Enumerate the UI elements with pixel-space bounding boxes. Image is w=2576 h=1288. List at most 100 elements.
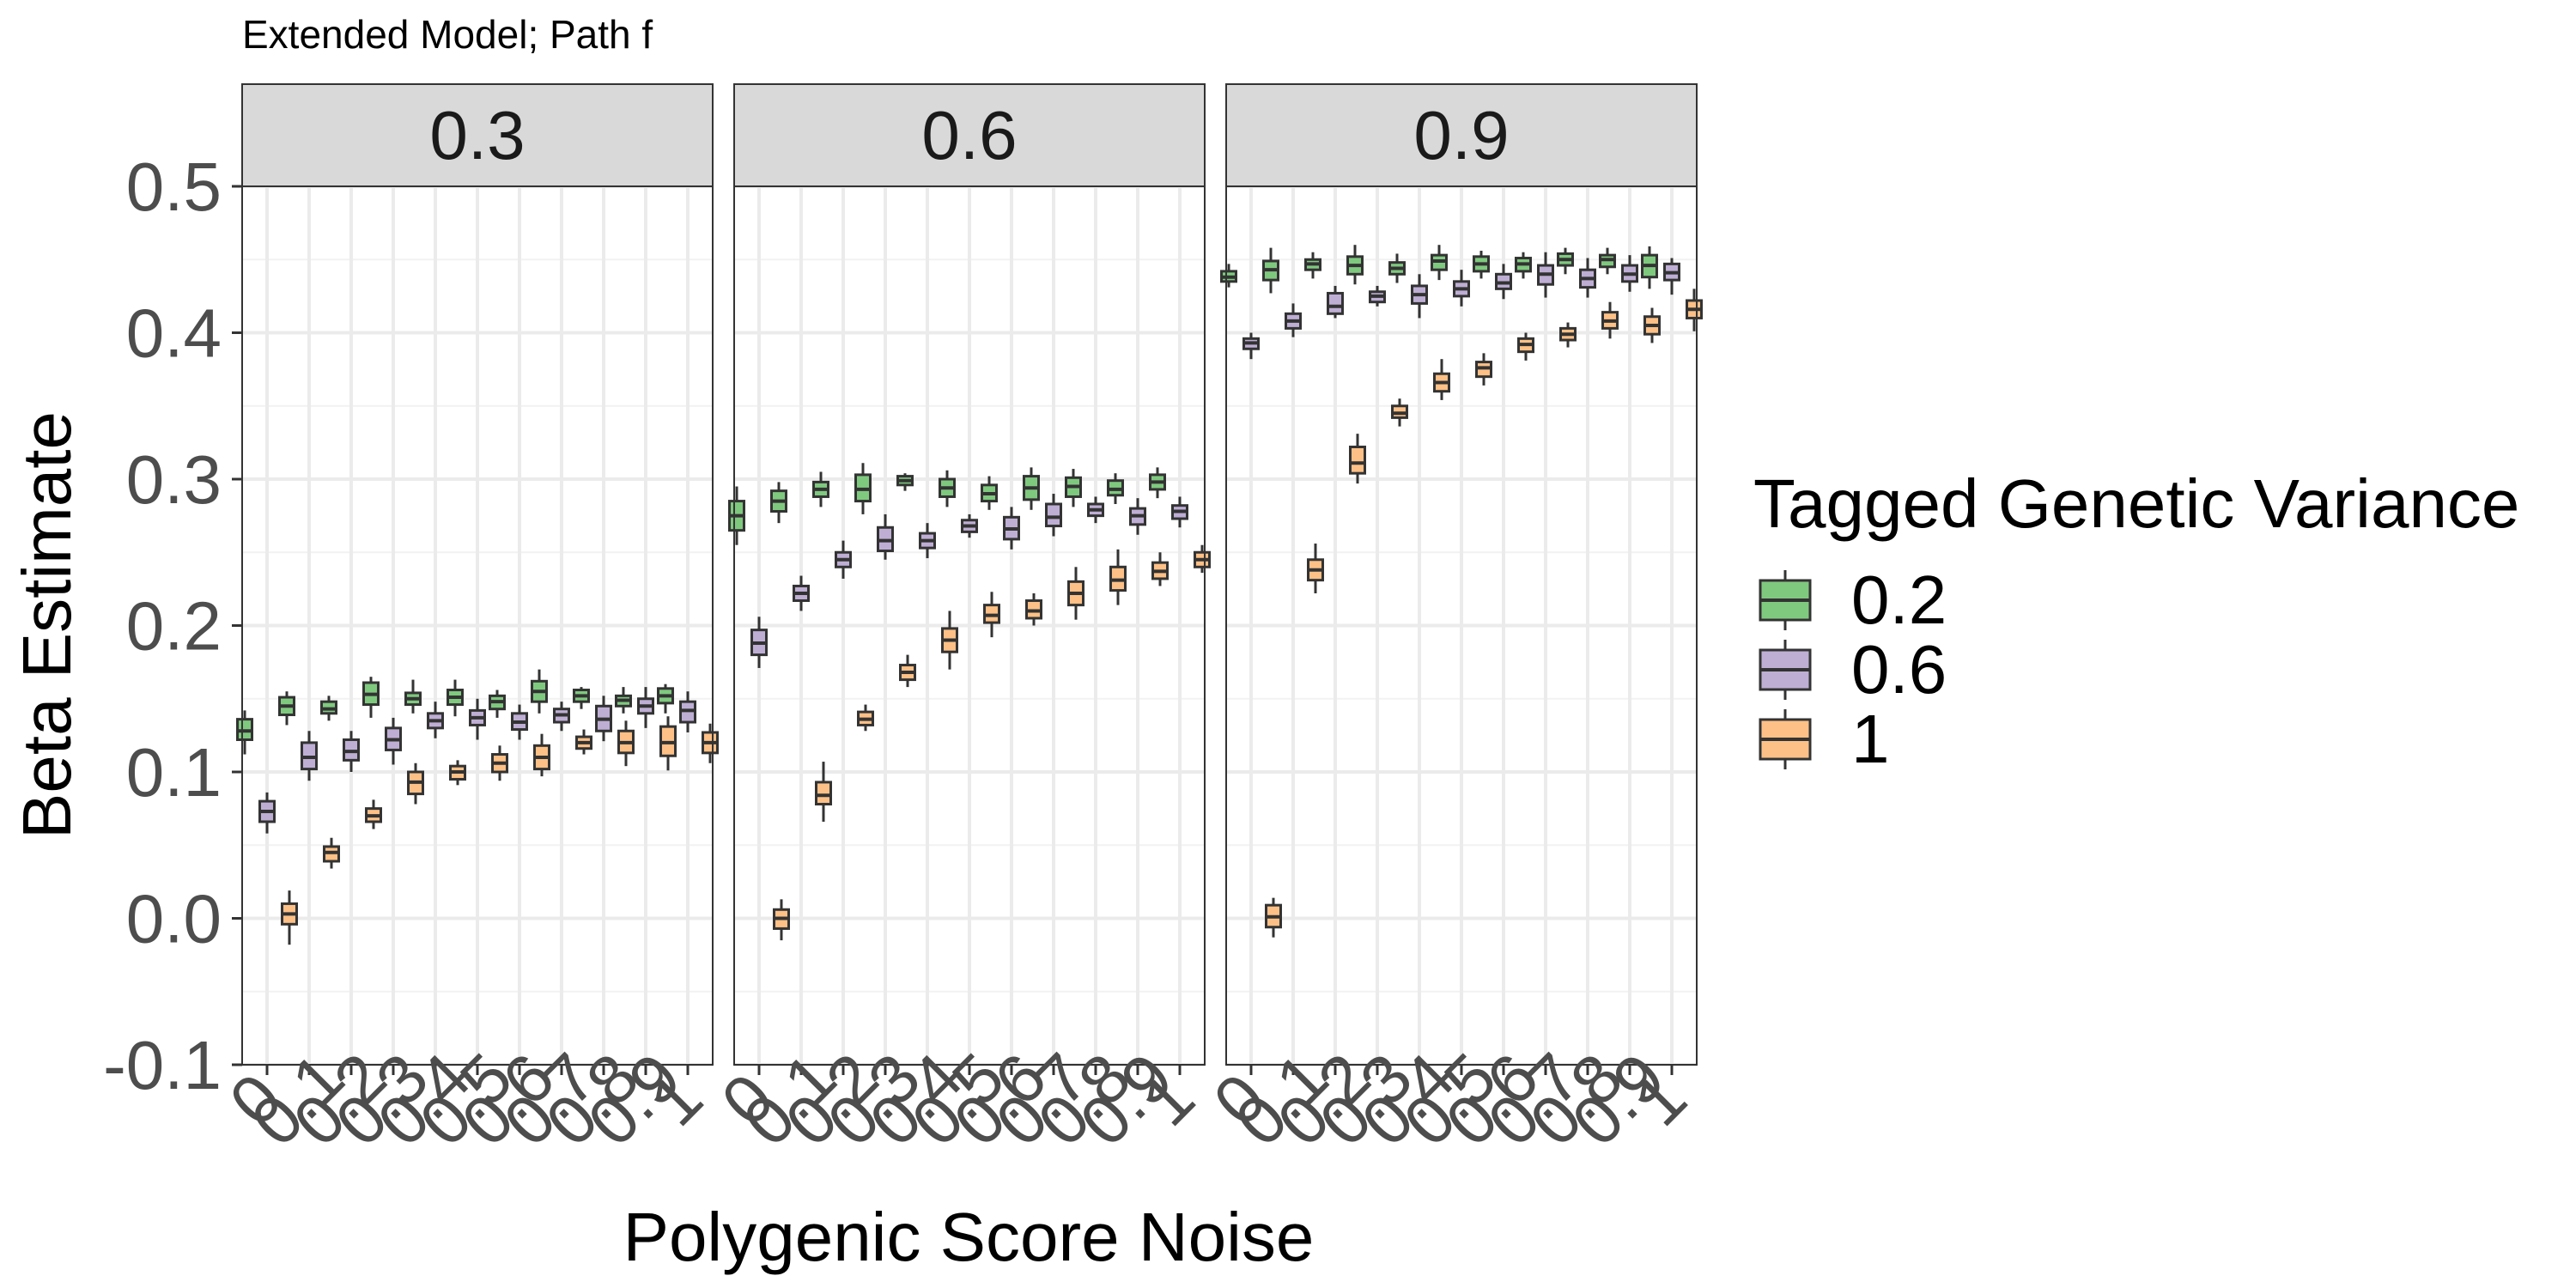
facet-panel: 0.300.10.20.30.40.50.60.70.80.91 [215, 83, 719, 1160]
legend-label: 1 [1851, 701, 1890, 777]
boxplot [815, 762, 832, 822]
boxplot [1346, 245, 1364, 285]
boxplot [1304, 252, 1321, 279]
legend-label: 0.6 [1851, 631, 1947, 708]
boxplot [1067, 567, 1084, 620]
boxplot [1517, 332, 1534, 361]
boxplot [896, 473, 914, 491]
boxplot [595, 696, 612, 742]
boxplot [449, 760, 466, 786]
boxplot [679, 691, 696, 732]
boxplot [812, 471, 829, 507]
y-tick-label: 0.1 [126, 734, 222, 811]
boxplot [575, 729, 592, 755]
y-tick-label: 0.0 [126, 881, 222, 957]
legend-item: 0.2 [1759, 562, 1947, 638]
boxplot [1194, 544, 1211, 574]
boxplot [941, 611, 958, 670]
boxplot [1171, 496, 1188, 528]
boxplot [919, 523, 936, 559]
facet-strip-label: 0.9 [1413, 97, 1509, 173]
boxplot [1599, 247, 1616, 275]
facet-strip-label: 0.6 [921, 97, 1017, 173]
boxplot [1601, 301, 1619, 339]
facet-strip [733, 83, 1206, 187]
facet-strip [241, 83, 714, 187]
y-tick-label: 0.3 [126, 441, 222, 518]
boxplot [617, 720, 635, 767]
facet-strip [1225, 83, 1698, 187]
y-tick-label: 0.4 [126, 295, 222, 372]
boxplot [637, 687, 654, 728]
boxplot [531, 669, 548, 714]
boxplot [877, 513, 894, 560]
boxplot [1391, 398, 1408, 427]
boxplot [939, 470, 956, 507]
boxplot [258, 792, 276, 834]
boxplot [728, 486, 745, 545]
boxplot [385, 717, 402, 765]
boxplot [1220, 264, 1237, 288]
boxplot [553, 702, 570, 732]
boxplot [857, 704, 874, 732]
boxplot [1107, 473, 1124, 504]
boxplot [983, 592, 1000, 638]
boxplot [1411, 274, 1428, 319]
boxplot [1109, 549, 1127, 605]
boxplot [981, 476, 998, 510]
boxplot [343, 731, 360, 772]
boxplot [1433, 359, 1450, 400]
boxplot [533, 733, 550, 777]
boxplot [1327, 285, 1344, 319]
boxplot [491, 745, 508, 781]
boxplot [1559, 322, 1577, 348]
boxplot [1285, 303, 1302, 337]
x-axis-title: Polygenic Score Noise [623, 1199, 1315, 1275]
boxplot [657, 683, 674, 714]
box-iqr [1045, 502, 1062, 528]
boxplot [489, 690, 506, 718]
box-iqr [1327, 291, 1344, 315]
boxplot [899, 654, 916, 688]
boxplot [365, 799, 382, 829]
legend: Tagged Genetic Variance 0.20.61 [1753, 465, 2519, 777]
boxplot [835, 540, 852, 579]
boxplot [1242, 332, 1260, 360]
boxplot [1262, 247, 1279, 294]
boxplot [1307, 544, 1324, 593]
legend-title: Tagged Genetic Variance [1753, 465, 2519, 542]
boxplot [750, 617, 768, 668]
boxplot [323, 837, 340, 869]
boxplot [1495, 264, 1512, 300]
boxplot [1475, 353, 1492, 386]
boxplot [573, 687, 590, 709]
boxplot [854, 463, 872, 514]
legend-item: 1 [1759, 701, 1890, 777]
facet-panel: 0.900.10.20.30.40.50.60.70.80.91 [1199, 83, 1703, 1160]
boxplot [236, 710, 253, 755]
boxplot [404, 679, 422, 714]
boxplot [1431, 245, 1448, 281]
boxplot [961, 513, 978, 538]
boxplot [702, 723, 719, 763]
facet-strip-label: 0.3 [429, 97, 525, 173]
boxplot [1641, 246, 1658, 289]
boxplot [362, 677, 380, 718]
boxplot [770, 482, 787, 524]
boxplot [1557, 247, 1574, 275]
boxplot [278, 691, 295, 726]
box-iqr [815, 781, 832, 806]
facet-panel: 0.600.10.20.30.40.50.60.70.80.91 [707, 83, 1211, 1160]
boxplot [1473, 251, 1490, 279]
boxplot [1087, 496, 1104, 524]
boxplot [1621, 255, 1638, 292]
boxplot [301, 731, 318, 781]
boxplot [659, 716, 677, 771]
boxplot [1686, 289, 1703, 331]
legend-item: 0.6 [1759, 631, 1947, 708]
boxplot [1515, 252, 1532, 279]
boxplot [1025, 592, 1042, 626]
y-axis-title: Beta Estimate [9, 411, 85, 839]
boxplot [1065, 469, 1082, 507]
